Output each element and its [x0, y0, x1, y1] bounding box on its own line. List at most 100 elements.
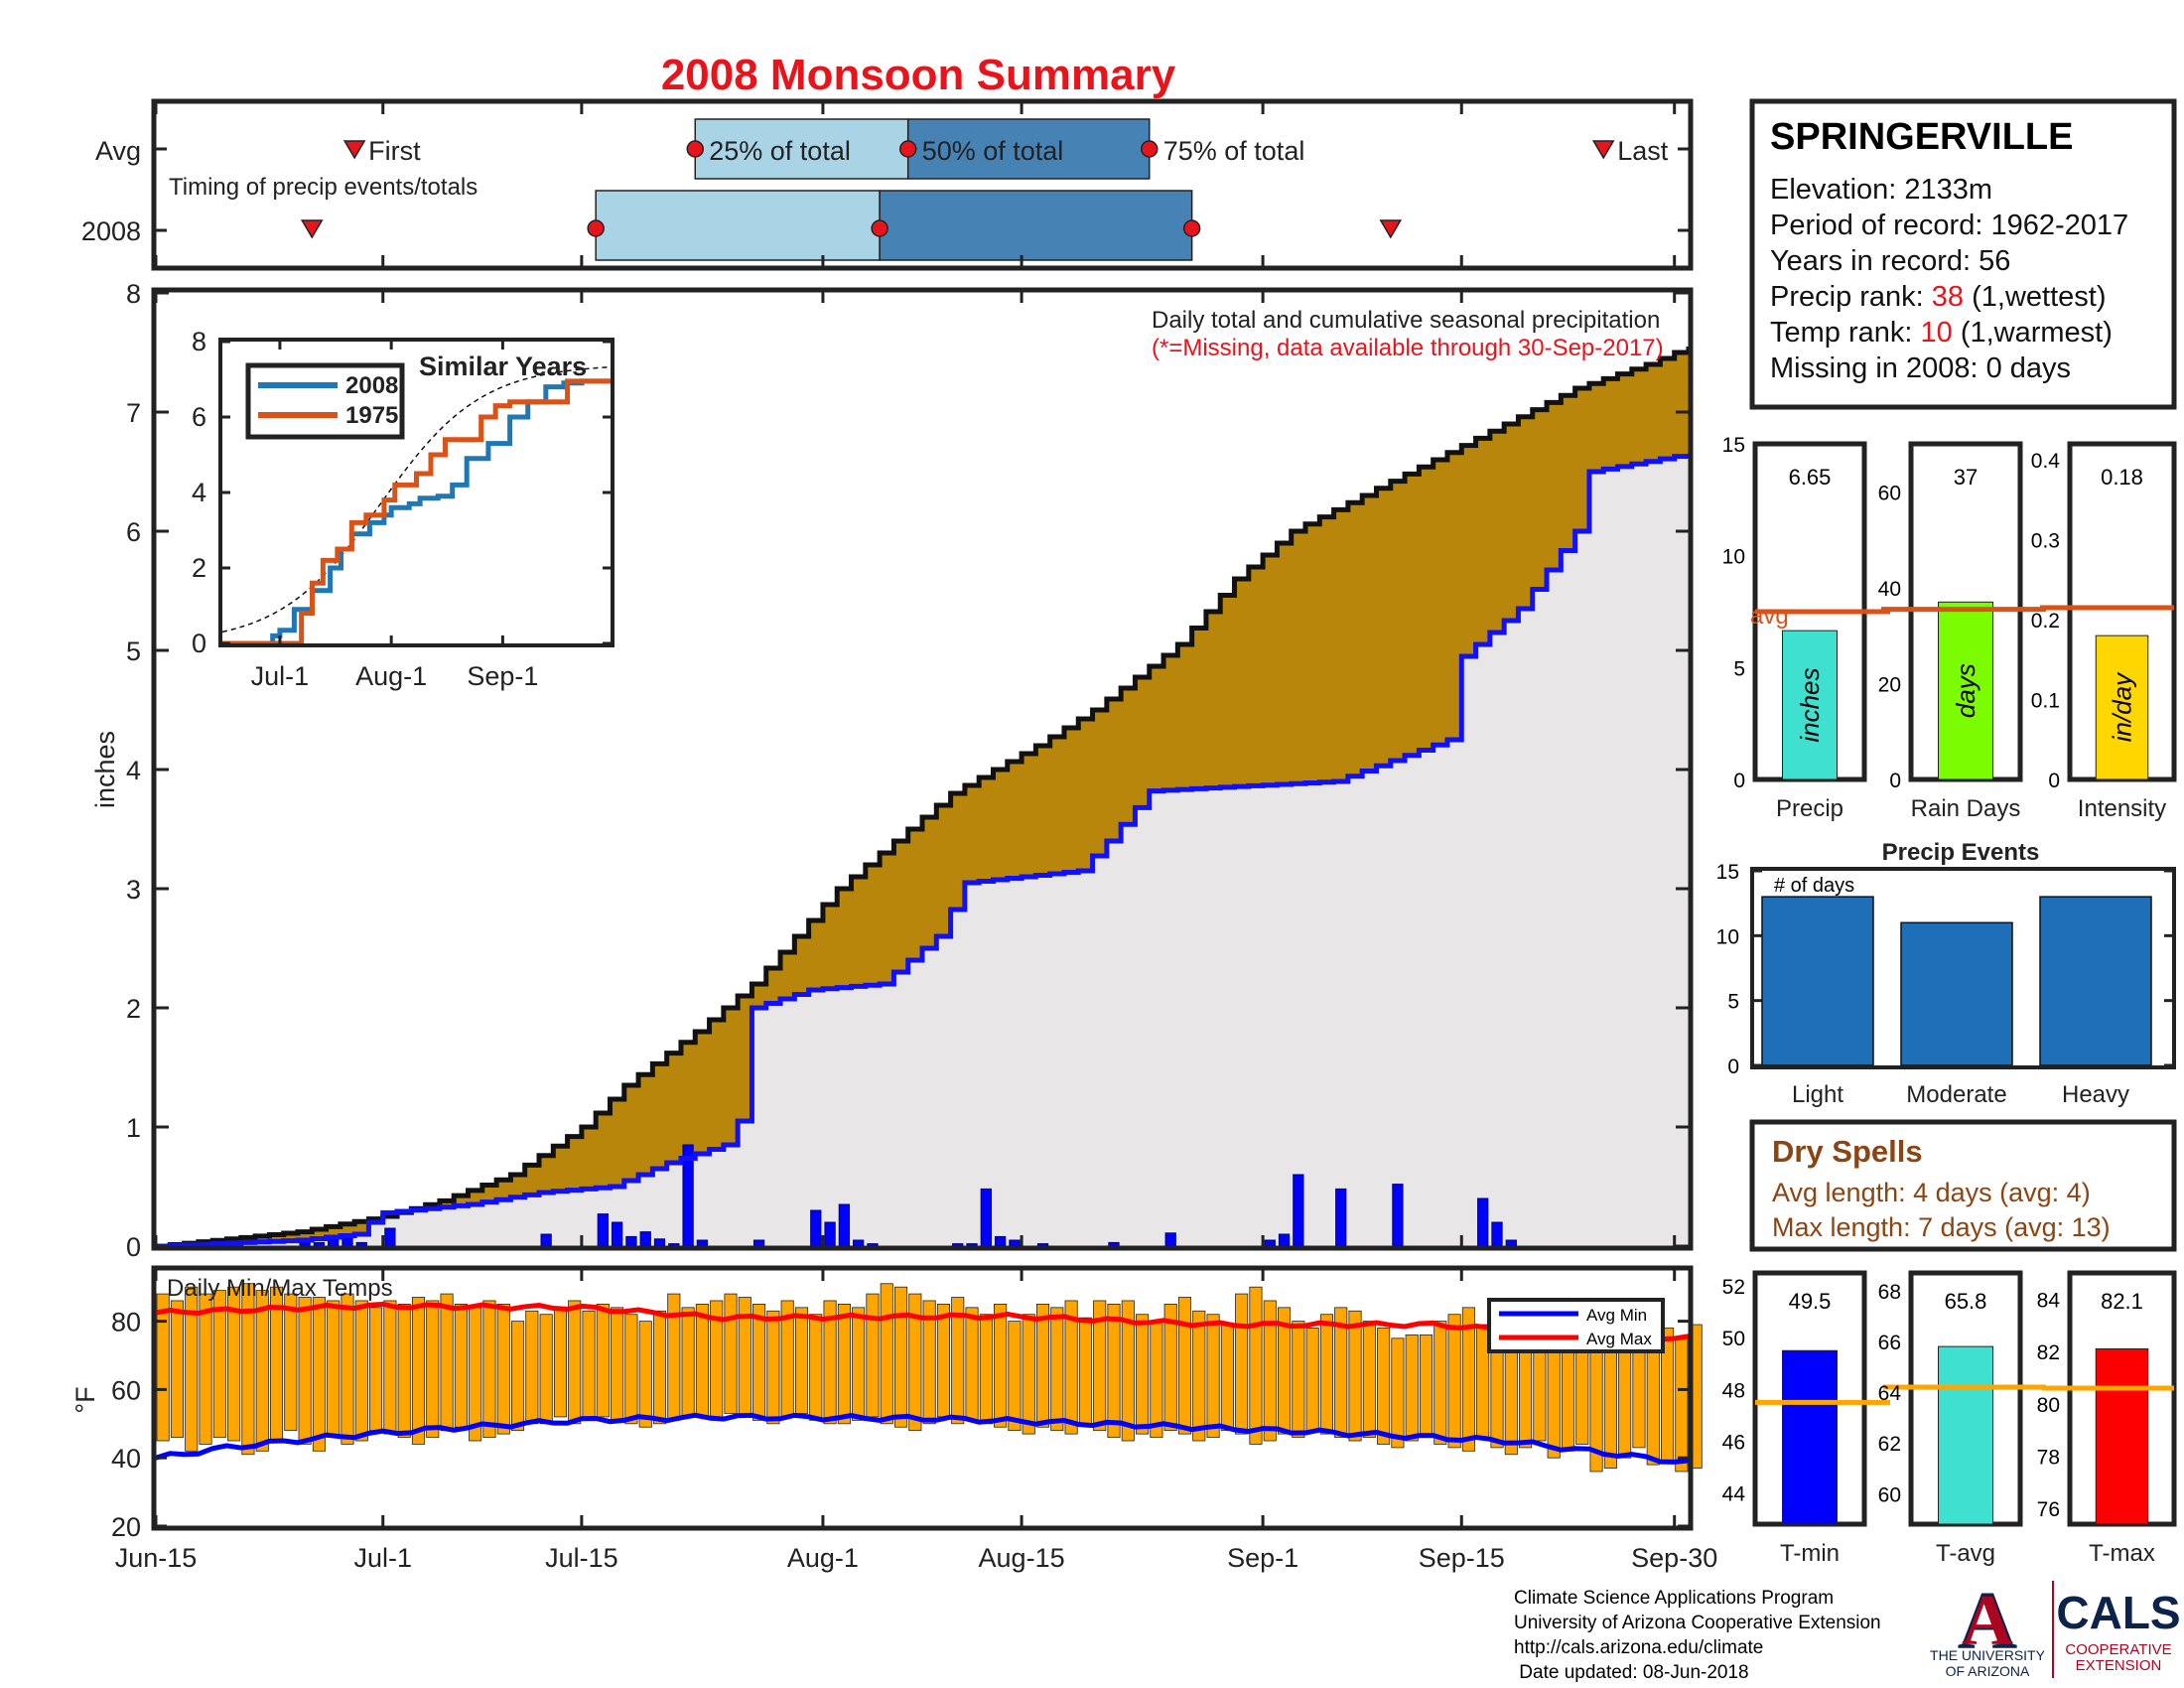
timing-pct-label-2: 75% of total [1163, 136, 1305, 166]
season-ytick-label: 0.1 [2031, 690, 2060, 713]
deficit-area [1561, 395, 1576, 551]
daily-precip-bar [994, 1235, 1007, 1247]
temp-rank-value: 10 [1921, 317, 1953, 349]
daily-temp-bar [383, 1300, 397, 1435]
daily-precip-bar [1009, 1239, 1021, 1247]
daily-precip-bar [1264, 1239, 1276, 1247]
deficit-area [481, 1185, 497, 1202]
deficit-area [780, 952, 795, 999]
cals-line-1: COOPERATIVE [2065, 1641, 2171, 1658]
ua-logo-line-1: THE UNIVERSITY [1930, 1647, 2046, 1663]
temp-ytick-label: 78 [2037, 1446, 2060, 1469]
date-xtick-label: Jul-15 [545, 1543, 618, 1573]
inset-title: Similar Years [419, 352, 587, 381]
daily-temp-bar [582, 1310, 596, 1421]
deficit-area [1220, 595, 1236, 787]
deficit-area [1319, 516, 1335, 782]
daily-temp-bar [411, 1297, 426, 1445]
event-xlabel-0: Light [1792, 1081, 1843, 1108]
date-xtick-label: Jun-15 [115, 1543, 198, 1573]
daily-temp-bar [1433, 1321, 1447, 1445]
deficit-area [1347, 502, 1363, 776]
daily-temp-bar [1163, 1304, 1177, 1432]
season-ytick-label: 10 [1722, 546, 1745, 569]
daily-precip-bar [1108, 1241, 1120, 1247]
dry-spells-max: Max length: 7 days (avg: 13) [1772, 1212, 2111, 1242]
station-elevation: Elevation: 2133m [1770, 174, 1992, 206]
temps-ytick-label: 80 [111, 1308, 141, 1337]
daily-precip-bar [1505, 1239, 1517, 1247]
daily-temp-bar [681, 1307, 695, 1418]
season-ytick-label: 0.2 [2031, 610, 2060, 633]
inset-avg-curve [221, 365, 612, 633]
inset-ytick-label: 2 [192, 553, 206, 583]
daily-temp-bar [837, 1304, 851, 1425]
deficit-area [312, 1229, 328, 1239]
daily-temp-bar [880, 1283, 893, 1425]
events-ytick-label: 0 [1727, 1055, 1739, 1078]
daily-precip-bar [540, 1233, 552, 1247]
precip-events-panel: Precip Events Light Moderate Heavy 0 5 10 15 #… [1716, 839, 2176, 1108]
footer-line-2: University of Arizona Cooperative Extens… [1514, 1613, 1881, 1633]
deficit-area [907, 829, 923, 960]
daily-temp-bar [638, 1321, 652, 1428]
timing-panel: Avg 2008 Timing of precip events/totals … [81, 98, 1694, 271]
deficit-area [1291, 531, 1306, 784]
daily-temp-bar [1632, 1337, 1646, 1449]
season-ytick-label: 0.4 [2031, 450, 2061, 473]
deficit-area [1390, 481, 1406, 761]
timing-box-q2-1 [879, 190, 1193, 261]
date-xtick-label: Aug-15 [979, 1543, 1065, 1573]
cals-logo[interactable]: CALS COOPERATIVE EXTENSION [2056, 1587, 2180, 1674]
temp-xlabel-0: T-min [1780, 1540, 1840, 1567]
deficit-area [510, 1175, 526, 1197]
daily-temp-bar [1220, 1324, 1234, 1432]
season-value-2: 0.18 [2101, 465, 2143, 490]
temps-panel-label: Daily Min/Max Temps [167, 1275, 393, 1302]
deficit-area [255, 1235, 270, 1242]
season-bar-Intensity [2095, 634, 2149, 780]
event-xlabel-2: Heavy [2062, 1081, 2129, 1108]
daily-temp-bar [852, 1307, 866, 1421]
deficit-area [1205, 612, 1221, 788]
daily-temp-bar [327, 1300, 341, 1438]
daily-temp-bar [298, 1297, 312, 1445]
date-xtick-label: Sep-1 [1227, 1543, 1298, 1573]
inset-legend [245, 362, 405, 440]
daily-precip-bar [1293, 1174, 1304, 1247]
temp-ytick-label: 68 [1878, 1281, 1901, 1304]
season-ytick-label: 0 [1733, 770, 1745, 792]
timing-dot-1-1 [871, 219, 888, 237]
timing-pct-label-0: 25% of total [709, 136, 851, 166]
daily-temp-bar [1064, 1300, 1078, 1435]
temp-ytick-label: 64 [1878, 1382, 1902, 1405]
deficit-area [765, 968, 781, 1004]
deficit-area [283, 1233, 299, 1241]
temps-panel: 20 40 60 80 Jun-15 Jul-1 Jul-15 Aug-1 Aug-15 Sep-… [70, 1265, 1717, 1573]
temps-ytick-label: 40 [111, 1444, 141, 1474]
daily-temp-bar [951, 1297, 965, 1425]
daily-temp-bar [794, 1307, 809, 1414]
inset-line-1975 [222, 378, 611, 646]
deficit-area [1489, 431, 1505, 633]
university-of-arizona-logo[interactable]: A A THE UNIVERSITY OF ARIZONA [1930, 1575, 2046, 1679]
deficit-area [623, 1085, 639, 1181]
daily-precip-bar [752, 1239, 765, 1247]
daily-temp-bar [1675, 1337, 1689, 1473]
deficit-area [1106, 699, 1122, 841]
timing-last-label: Last [1617, 136, 1669, 166]
daily-temp-bar [539, 1314, 553, 1425]
temp-value-2: 82.1 [2101, 1289, 2143, 1314]
event-bar-Moderate [1900, 921, 2013, 1066]
temps-legend [1487, 1298, 1665, 1353]
timing-pct-label-1: 50% of total [922, 136, 1064, 166]
ua-logo-line-2: OF ARIZONA [1946, 1663, 2030, 1679]
season-value-0: 6.65 [1789, 465, 1832, 490]
daily-temp-bar [894, 1286, 908, 1428]
dry-spells-title: Dry Spells [1772, 1134, 1923, 1169]
deficit-area [922, 817, 937, 948]
deficit-area [1433, 460, 1448, 746]
season-ytick-label: 0 [2048, 770, 2060, 792]
timing-note: Timing of precip events/totals [169, 174, 478, 201]
deficit-area [1022, 754, 1036, 877]
